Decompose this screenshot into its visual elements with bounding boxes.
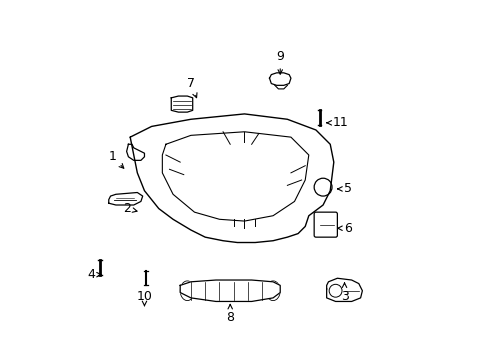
Polygon shape (326, 278, 362, 301)
Text: 5: 5 (337, 183, 351, 195)
Text: 8: 8 (226, 305, 234, 324)
Polygon shape (108, 193, 142, 205)
Text: 4: 4 (87, 268, 101, 281)
Polygon shape (171, 96, 192, 112)
Text: 10: 10 (136, 289, 152, 306)
Polygon shape (269, 73, 290, 85)
Text: 6: 6 (337, 222, 351, 235)
Polygon shape (180, 280, 280, 301)
Text: 7: 7 (186, 77, 197, 98)
Text: 1: 1 (108, 150, 123, 168)
Text: 3: 3 (340, 283, 348, 303)
Text: 2: 2 (122, 202, 137, 215)
Text: 9: 9 (276, 50, 284, 74)
Text: 11: 11 (326, 116, 348, 129)
